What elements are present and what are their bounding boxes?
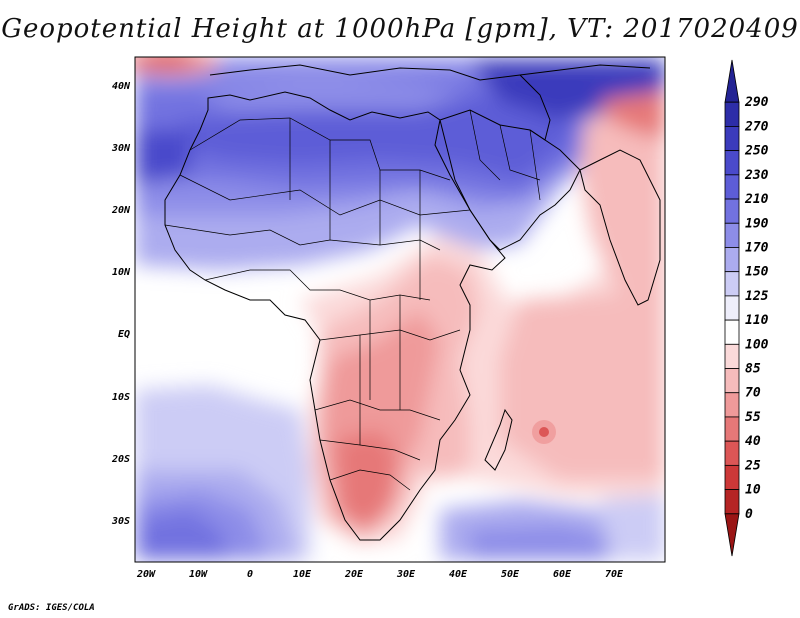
lat-tick-label: EQ [118, 329, 130, 340]
colorbar-swatch [724, 416, 740, 442]
colorbar-swatch [724, 319, 740, 345]
lon-tick-label: 20W [136, 569, 156, 580]
map-panel [135, 57, 665, 562]
lat-tick-label: 20S [111, 454, 130, 465]
map-frame [134, 56, 666, 563]
colorbar-label: 125 [745, 289, 769, 304]
lon-tick-label: 50E [501, 569, 520, 580]
colorbar-label: 40 [745, 434, 761, 449]
country-borders [164, 109, 541, 491]
lat-tick-label: 10N [112, 267, 131, 278]
colorbar-swatch [724, 59, 740, 103]
colorbar-label: 150 [745, 265, 769, 280]
lat-tick-label: 30S [111, 516, 130, 527]
colorbar-swatch [724, 101, 740, 127]
colorbar-swatch [724, 174, 740, 200]
lon-axis: 20W 10W 0 10E 20E 30E 40E 50E 60E 70E [136, 569, 624, 580]
coastlines [164, 64, 661, 541]
africa-coast [164, 91, 506, 541]
colorbar-swatch [724, 513, 740, 557]
colorbar-label: 210 [744, 192, 769, 207]
colorbar-swatch [724, 126, 740, 152]
colorbar-label: 100 [745, 337, 769, 352]
colorbar-label: 190 [745, 216, 769, 231]
colorbar-label: 10 [745, 483, 761, 498]
madagascar [484, 408, 513, 471]
colorbar-label: 270 [744, 119, 769, 134]
colorbar: 2902702502302101901701501251101008570554… [724, 59, 769, 557]
lon-tick-label: 20E [344, 569, 364, 580]
colorbar-swatch [724, 489, 740, 515]
india-coast [579, 149, 661, 306]
lat-axis: 40N 30N 20N 10N EQ 10S 20S 30S [111, 81, 131, 527]
colorbar-swatch [724, 464, 740, 490]
lat-tick-label: 40N [112, 81, 131, 92]
colorbar-swatch [724, 247, 740, 273]
lat-tick-label: 30N [111, 143, 131, 154]
lon-tick-label: 0 [247, 569, 253, 580]
colorbar-label: 290 [744, 95, 769, 110]
colorbar-swatch [724, 198, 740, 224]
colorbar-swatch [724, 295, 740, 321]
caspian-coast [519, 74, 551, 141]
reunion-core [539, 427, 549, 437]
height-field [135, 57, 665, 560]
colorbar-label: 170 [745, 240, 769, 255]
lon-tick-label: 10E [293, 569, 312, 580]
colorbar-swatch [724, 271, 740, 297]
colorbar-swatch [724, 222, 740, 248]
colorbar-label: 110 [745, 313, 769, 328]
colorbar-swatch [724, 150, 740, 176]
colorbar-label: 70 [745, 386, 761, 401]
colorbar-label: 55 [745, 410, 761, 425]
europe-coast [209, 64, 651, 81]
colorbar-label: 230 [744, 168, 769, 183]
colorbar-swatch [724, 343, 740, 369]
colorbar-label: 85 [745, 362, 761, 377]
colorbar-label: 0 [745, 507, 753, 522]
colorbar-swatch [724, 392, 740, 418]
lon-tick-label: 60E [553, 569, 572, 580]
colorbar-label: 250 [744, 144, 769, 159]
lon-tick-label: 30E [396, 569, 416, 580]
chart-title: Geopotential Height at 1000hPa [gpm], VT… [1, 14, 799, 44]
arabia-coast [439, 109, 581, 251]
colorbar-label: 25 [744, 458, 761, 473]
lon-tick-label: 10W [189, 569, 208, 580]
grads-credit: GrADS: IGES/COLA [8, 603, 95, 613]
lon-tick-label: 70E [605, 569, 624, 580]
colorbar-swatch [724, 368, 740, 394]
lat-tick-label: 10S [112, 392, 130, 403]
colorbar-swatch [724, 440, 740, 466]
lon-tick-label: 40E [449, 569, 468, 580]
lat-tick-label: 20N [111, 205, 131, 216]
